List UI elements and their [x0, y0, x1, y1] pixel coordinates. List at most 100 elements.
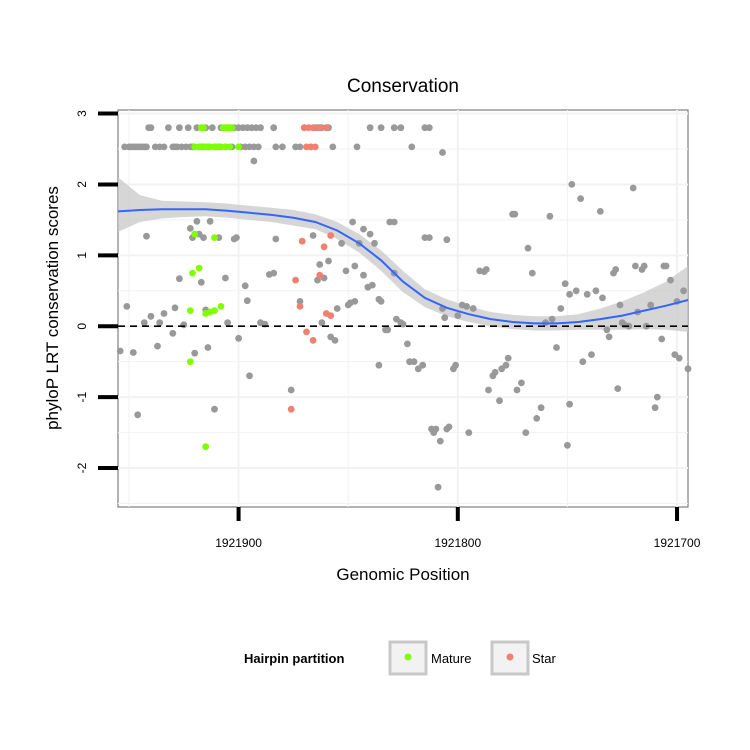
data-point-other [502, 361, 510, 369]
data-point-other [377, 124, 385, 132]
x-tick-label: 1921900 [215, 536, 262, 550]
data-point-other [612, 266, 620, 273]
data-point-other [375, 361, 383, 369]
data-point-other [360, 225, 367, 233]
data-point-other [206, 217, 214, 225]
y-tick-label: 1 [75, 252, 89, 259]
data-point-star [309, 337, 317, 344]
data-point-other [176, 275, 183, 283]
data-point-other [603, 326, 611, 334]
data-point-other [640, 262, 648, 270]
data-point-other [169, 329, 177, 337]
data-point-other [197, 278, 205, 286]
data-point-other [680, 287, 687, 295]
data-point-mature [186, 307, 194, 314]
data-point-mature [211, 307, 218, 314]
data-point-other [360, 271, 367, 279]
data-point-other [204, 344, 212, 351]
data-point-mature [195, 264, 203, 272]
data-point-other [658, 335, 666, 343]
data-point-other [564, 441, 571, 449]
y-tick-label: -2 [75, 462, 89, 473]
data-point-other [147, 312, 155, 320]
data-point-other [465, 429, 473, 436]
data-point-other [272, 235, 280, 243]
data-point-other [171, 304, 179, 312]
data-point-other [524, 244, 532, 252]
data-point-other [513, 386, 521, 394]
data-point-other [614, 385, 622, 392]
data-point-other [568, 181, 576, 188]
data-point-other [557, 305, 565, 312]
loess-smooth-line [117, 208, 689, 325]
data-point-other [511, 210, 519, 218]
data-point-other [675, 354, 683, 362]
data-point-other [382, 326, 389, 334]
data-point-other [425, 124, 433, 132]
data-point-other [533, 415, 541, 422]
data-point-other [647, 301, 655, 309]
y-tick-label: 3 [75, 110, 89, 117]
data-point-other [143, 143, 150, 151]
data-point-other [496, 397, 503, 405]
data-point-other [406, 358, 413, 366]
axes: 1921900 1921800 1921700 -2 -1 0 1 2 3 [75, 110, 701, 550]
legend-label-mature: Mature [431, 651, 471, 666]
data-point-other [208, 124, 216, 132]
data-point-star [320, 243, 328, 251]
data-point-other [537, 404, 545, 412]
legend-label-star: Star [532, 651, 557, 666]
data-point-other [193, 217, 201, 225]
data-point-other [140, 319, 148, 327]
data-point-other [445, 423, 453, 431]
data-point-other [605, 333, 613, 341]
data-point-other [592, 287, 600, 295]
data-point-other [566, 400, 573, 408]
data-point-other [482, 266, 490, 273]
data-point-other [318, 319, 326, 327]
data-point-other [241, 282, 249, 290]
data-point-other [443, 236, 451, 244]
data-point-other [366, 124, 374, 132]
data-point-other [553, 344, 560, 351]
data-point-mature [211, 234, 218, 242]
data-point-other [518, 379, 525, 387]
confidence-band [118, 177, 688, 332]
data-point-other [454, 312, 462, 319]
data-point-other [399, 320, 407, 328]
data-point-star [316, 124, 324, 132]
data-point-other [572, 287, 580, 295]
data-point-other [160, 143, 168, 151]
data-point-other [491, 368, 499, 376]
data-point-other [522, 429, 530, 436]
data-point-other [368, 281, 376, 289]
data-point-other [246, 372, 253, 380]
y-tick-label: 0 [75, 323, 89, 330]
y-tick-label: -1 [75, 391, 89, 402]
data-point-other [222, 274, 229, 282]
data-point-other [287, 386, 295, 394]
data-point-star [327, 312, 335, 319]
data-point-other [441, 314, 449, 322]
data-point-other [184, 124, 192, 132]
data-point-other [316, 261, 324, 268]
data-point-star [303, 328, 310, 336]
legend: Hairpin partition Mature Star [244, 640, 557, 676]
data-point-star [322, 124, 330, 132]
data-point-other [596, 208, 604, 215]
data-point-other [397, 124, 405, 132]
data-point-other [548, 315, 556, 323]
data-point-other [333, 305, 341, 312]
y-axis-title: phyloP LRT conservation scores [43, 186, 62, 430]
data-point-other [588, 351, 595, 358]
smooth-curve [117, 208, 689, 325]
data-point-other [528, 269, 536, 277]
data-point-other [351, 298, 359, 305]
data-point-other [390, 124, 398, 132]
data-point-other [546, 212, 554, 220]
data-point-other [425, 234, 433, 242]
grid-lines [118, 110, 688, 507]
data-point-other [254, 143, 262, 151]
data-point-other [366, 230, 374, 238]
